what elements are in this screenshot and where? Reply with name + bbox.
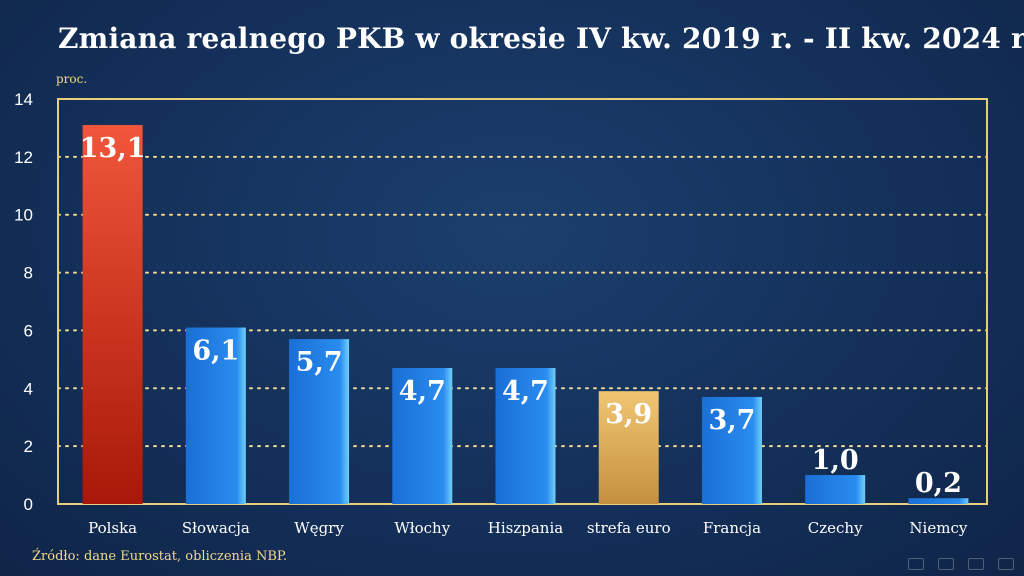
y-tick-label: 14	[14, 90, 33, 109]
y-tick-label: 2	[24, 437, 33, 456]
category-label: Czechy	[808, 519, 863, 537]
chart-title: Zmiana realnego PKB w okresie IV kw. 201…	[58, 22, 1024, 55]
source-note: Źródło: dane Eurostat, obliczenia NBP.	[32, 549, 288, 564]
category-label: Włochy	[394, 519, 450, 537]
bar-value-label: 3,9	[605, 399, 652, 430]
category-label: Francja	[703, 519, 761, 537]
category-label: Słowacja	[182, 519, 250, 537]
bar	[495, 368, 556, 504]
category-label: strefa euro	[587, 519, 671, 537]
category-label: Polska	[88, 519, 137, 537]
bar-value-label: 4,7	[399, 376, 446, 407]
miniplayer-icon[interactable]	[968, 558, 984, 570]
bar	[289, 339, 350, 504]
bar-value-label: 0,2	[915, 468, 962, 499]
bar	[185, 327, 246, 504]
video-controls	[908, 558, 1014, 570]
category-label: Węgry	[294, 519, 344, 537]
y-tick-label: 6	[24, 321, 33, 340]
bar	[908, 498, 969, 504]
bar	[82, 125, 143, 505]
subtitles-icon[interactable]	[908, 558, 924, 570]
bar	[598, 391, 659, 504]
y-axis-unit: proc.	[56, 72, 88, 86]
bar-value-label: 3,7	[708, 405, 755, 436]
category-label: Niemcy	[909, 519, 967, 537]
settings-icon[interactable]	[938, 558, 954, 570]
bar-value-label: 13,1	[80, 133, 146, 164]
y-tick-label: 0	[24, 495, 33, 514]
bar	[392, 368, 453, 504]
y-tick-label: 10	[14, 206, 33, 225]
y-tick-label: 12	[14, 148, 33, 167]
category-label: Hiszpania	[488, 519, 563, 537]
bar-value-label: 6,1	[192, 336, 239, 367]
y-tick-label: 8	[24, 264, 33, 283]
bar-value-label: 1,0	[812, 445, 859, 476]
y-tick-label: 4	[24, 379, 33, 398]
bar-value-label: 5,7	[296, 347, 343, 378]
bar	[701, 396, 762, 504]
bar-value-label: 4,7	[502, 376, 549, 407]
bar	[805, 475, 866, 504]
fullscreen-icon[interactable]	[998, 558, 1014, 570]
